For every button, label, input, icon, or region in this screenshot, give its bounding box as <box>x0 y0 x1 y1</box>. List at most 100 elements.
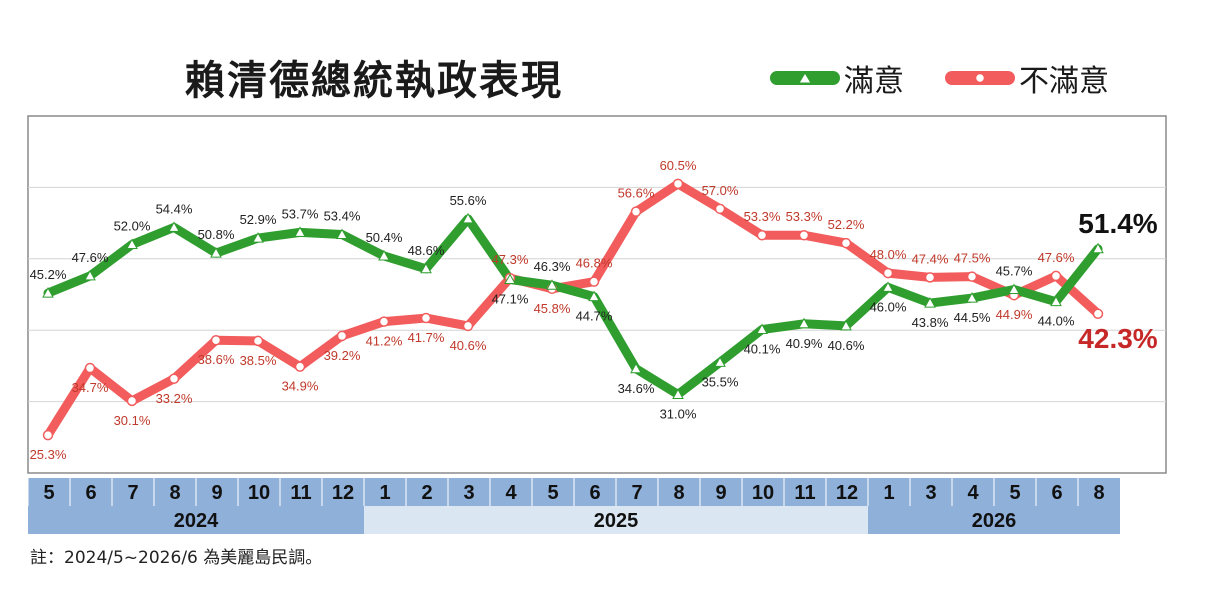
dissatisfied-point <box>42 429 54 441</box>
satisfied-data-label: 52.0% <box>114 219 151 234</box>
dissatisfied-point <box>966 271 978 282</box>
month-cell-bg <box>826 478 868 506</box>
satisfied-data-label: 47.6% <box>72 250 109 265</box>
satisfied-data-label: 34.6% <box>618 381 655 396</box>
satisfied-data-label: 48.6% <box>408 243 445 258</box>
dissatisfied-point <box>462 320 474 332</box>
dissatisfied-data-label: 46.8% <box>576 256 613 271</box>
x-tick-label: 3 <box>925 482 936 504</box>
satisfied-point <box>378 249 390 261</box>
satisfied-data-label: 53.4% <box>324 209 361 224</box>
dissatisfied-data-label: 53.3% <box>786 209 823 224</box>
month-cell-bg <box>700 478 742 506</box>
dissatisfied-data-label: 39.2% <box>324 348 361 363</box>
dissatisfied-point <box>126 395 138 407</box>
dissatisfied-point <box>84 362 96 374</box>
dissatisfied-point <box>924 272 936 283</box>
dissatisfied-point <box>714 203 726 215</box>
dissatisfied-data-label: 38.6% <box>198 352 235 367</box>
satisfied-data-label: 50.8% <box>198 227 235 242</box>
month-cell-bg <box>406 478 448 506</box>
dissatisfied-data-label: 56.6% <box>618 186 655 201</box>
dissatisfied-data-label: 41.2% <box>366 334 403 349</box>
dissatisfied-point <box>294 361 306 372</box>
month-cell-bg <box>364 478 406 506</box>
satisfied-data-label: 44.0% <box>1038 314 1075 329</box>
satisfied-point <box>966 292 978 303</box>
month-cell-bg <box>322 478 364 506</box>
satisfied-point <box>756 323 768 334</box>
month-cell-bg <box>952 478 994 506</box>
satisfied-point <box>840 319 852 331</box>
dissatisfied-data-label: 60.5% <box>660 158 697 173</box>
dissatisfied-data-label: 44.9% <box>996 307 1033 322</box>
satisfied-point <box>1092 242 1104 254</box>
satisfied-point <box>546 279 558 290</box>
satisfied-point <box>294 226 306 237</box>
dissatisfied-point <box>840 237 852 249</box>
satisfied-point <box>420 262 432 274</box>
series-line-satisfied <box>43 214 1103 399</box>
x-tick-label: 6 <box>85 482 96 504</box>
dissatisfied-data-label: 40.6% <box>450 338 487 353</box>
circle-marker-icon <box>974 72 986 84</box>
dissatisfied-data-label: 57.0% <box>702 183 739 198</box>
satisfied-point <box>168 221 180 232</box>
dissatisfied-data-label: 25.3% <box>30 447 67 462</box>
satisfied-data-label: 31.0% <box>660 406 697 421</box>
month-cell-bg <box>28 478 70 506</box>
dissatisfied-data-label: 47.6% <box>1038 250 1075 265</box>
month-cell-bg <box>868 478 910 506</box>
satisfied-point <box>714 356 726 367</box>
satisfied-data-label: 53.7% <box>282 206 319 221</box>
satisfied-data-label: 40.1% <box>744 341 781 356</box>
satisfied-data-label: 52.9% <box>240 212 277 227</box>
dissatisfied-data-label: 53.3% <box>744 209 781 224</box>
satisfied-point <box>1008 283 1020 295</box>
x-tick-label: 9 <box>715 482 726 504</box>
month-cell-bg <box>532 478 574 506</box>
month-cell-bg <box>112 478 154 506</box>
dissatisfied-data-label: 52.2% <box>828 217 865 232</box>
dissatisfied-data-label: 34.7% <box>72 380 109 395</box>
satisfied-point <box>588 290 600 302</box>
month-cell-bg <box>280 478 322 506</box>
year-cell-bg <box>364 506 868 534</box>
dissatisfied-point <box>588 276 600 287</box>
satisfied-data-label: 45.7% <box>996 264 1033 279</box>
month-cell-bg <box>574 478 616 506</box>
x-tick-label: 4 <box>967 482 979 504</box>
satisfied-point <box>210 247 222 258</box>
x-tick-label: 12 <box>836 482 858 504</box>
series-line-dissatisfied <box>43 179 1103 440</box>
dissatisfied-point <box>1092 308 1104 320</box>
x-tick-label: 11 <box>290 482 311 504</box>
x-tick-label: 10 <box>752 482 774 504</box>
dissatisfied-data-label: 33.2% <box>156 391 193 406</box>
month-cell-bg <box>448 478 490 506</box>
satisfied-data-label: 40.9% <box>786 336 823 351</box>
month-cell-bg <box>238 478 280 506</box>
x-tick-label: 8 <box>1093 482 1104 504</box>
dissatisfied-point <box>210 334 222 346</box>
satisfied-data-label: 55.6% <box>450 193 487 208</box>
dissatisfied-data-label: 30.1% <box>114 413 151 428</box>
dissatisfied-data-label: 47.5% <box>954 251 991 266</box>
month-cell-bg <box>742 478 784 506</box>
chart-title: 賴清德總統執政表現 <box>185 58 563 104</box>
dissatisfied-point <box>168 373 180 385</box>
month-cell-bg <box>994 478 1036 506</box>
x-tick-label: 10 <box>248 482 270 504</box>
x-tick-label: 11 <box>794 482 815 504</box>
dissatisfied-data-label: 45.8% <box>534 301 571 316</box>
month-cell-bg <box>616 478 658 506</box>
dissatisfied-point <box>336 330 348 342</box>
year-cell-bg <box>868 506 1120 534</box>
month-cell-bg <box>910 478 952 506</box>
dissatisfied-point <box>630 206 642 217</box>
month-cell-bg <box>490 478 532 506</box>
satisfied-point <box>126 238 138 250</box>
x-tick-label: 7 <box>631 482 642 504</box>
dissatisfied-point <box>1050 270 1062 282</box>
footnote: 註：2024/5~2026/6 為美麗島民調。 <box>30 548 323 568</box>
